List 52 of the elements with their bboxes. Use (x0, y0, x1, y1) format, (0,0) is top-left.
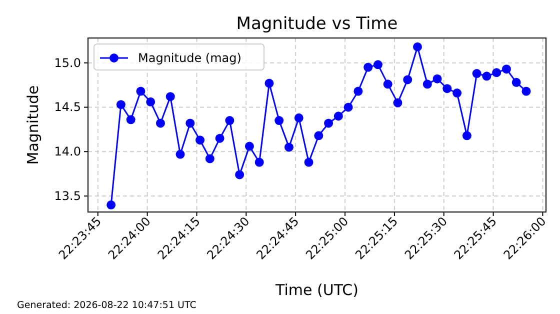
point (274, 116, 284, 126)
point (156, 118, 165, 128)
point (442, 84, 452, 94)
point (432, 74, 442, 84)
point (492, 68, 502, 78)
y-tick-label: 15.0 (54, 56, 81, 70)
x-axis-title: Time (UTC) (274, 281, 358, 299)
legend-label: Magnitude (mag) (138, 51, 242, 65)
point (422, 80, 432, 89)
text: Generated: 2026-08-22 10:47:51 UTC (17, 300, 197, 311)
point (314, 131, 324, 140)
point (482, 72, 492, 81)
point (176, 150, 185, 159)
point (452, 88, 462, 98)
point (225, 116, 234, 126)
point (116, 100, 126, 110)
point (136, 86, 146, 96)
y-axis-title: Magnitude (24, 85, 42, 165)
point (373, 60, 382, 70)
point (334, 112, 343, 121)
point (344, 102, 353, 112)
point (244, 142, 254, 151)
point (412, 42, 422, 52)
point (502, 64, 511, 74)
point (324, 118, 334, 128)
point (393, 98, 402, 108)
point (364, 62, 373, 72)
point (215, 134, 224, 143)
point (186, 118, 195, 128)
point (383, 80, 392, 89)
point (254, 158, 264, 167)
point (304, 158, 314, 167)
chart-title: Magnitude vs Time (236, 14, 398, 34)
point (294, 113, 304, 122)
y-tick-label: 14.5 (54, 100, 81, 114)
point (106, 200, 116, 210)
point (264, 78, 274, 88)
point (403, 75, 412, 84)
point (166, 92, 175, 102)
y-tick-label: 13.5 (54, 189, 81, 204)
point (522, 86, 531, 96)
point (196, 136, 205, 145)
point (205, 154, 214, 164)
point (462, 131, 472, 140)
y-tick-label: 14.0 (54, 144, 81, 159)
point (146, 97, 156, 106)
point (235, 170, 244, 180)
point (284, 142, 294, 152)
point (354, 86, 363, 96)
point (472, 69, 482, 78)
point (126, 115, 136, 124)
point (512, 78, 521, 87)
